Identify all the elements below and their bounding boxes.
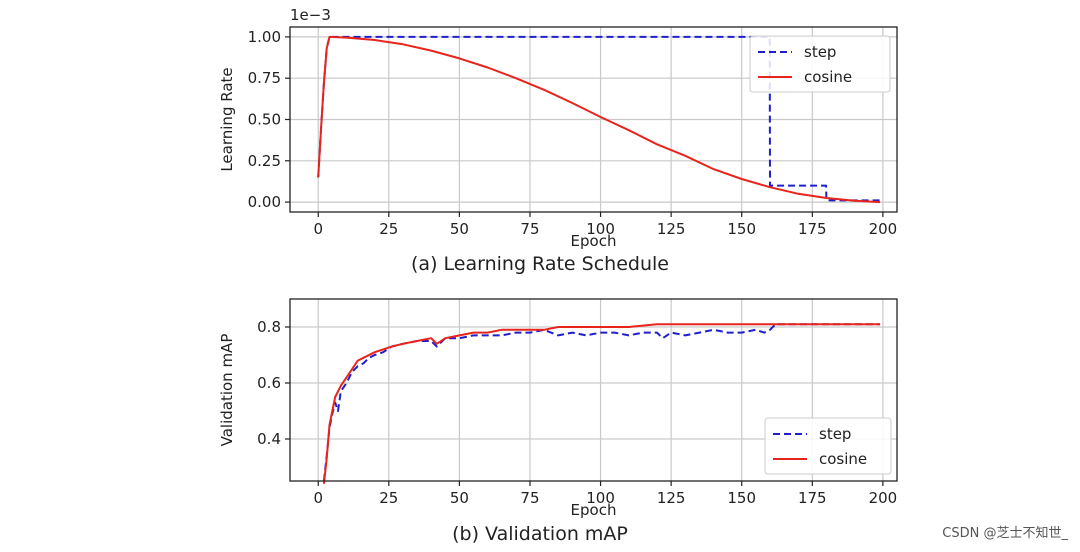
chart-b-axes-frame [289,298,898,482]
chart-a-ytick-label: 0.25 [248,152,281,170]
watermark: CSDN @芝士不知世_ [942,526,1068,541]
chart-a-ylabel: Learning Rate [218,67,236,171]
chart-b-xtick-label: 75 [520,489,539,507]
chart-b-xlabel: Epoch [571,501,617,519]
chart-b-legend-label-cosine: cosine [819,450,867,468]
chart-a-xtick-label: 150 [727,220,756,238]
chart-a-legend-label-step: step [804,43,836,61]
chart-a-xtick-label: 200 [869,220,898,238]
chart-b-legend-label-step: step [819,425,851,443]
chart-a-xtick-label: 50 [450,220,469,238]
chart-b-series-step [322,323,881,482]
chart-a-ytick-label: 1.00 [248,28,281,46]
chart-a-ytick-label: 0.50 [248,111,281,129]
chart-a-title: (a) Learning Rate Schedule [411,253,669,275]
chart-b-ylabel: Validation mAP [218,334,236,447]
chart-a-xtick-label: 100 [586,220,615,238]
chart-a-series-cosine [317,35,881,204]
chart-a-xtick-label: 125 [657,220,686,238]
chart-b-xtick-label: 150 [727,489,756,507]
chart-a-ytick-label: 0.75 [248,69,281,87]
chart-a-yscale-label: 1e−3 [290,6,331,24]
chart-a-xtick-label: 175 [798,220,827,238]
chart-b-ytick-label: 0.8 [257,318,281,336]
chart-b-xtick-label: 25 [379,489,398,507]
chart-a-xtick-label: 25 [379,220,398,238]
chart-a-legend-label-cosine: cosine [804,68,852,86]
chart-b-xtick-label: 0 [313,489,323,507]
chart-b-xtick-label: 175 [798,489,827,507]
chart-b-ytick-label: 0.6 [257,374,281,392]
chart-b-xtick-label: 50 [450,489,469,507]
chart-b-title: (b) Validation mAP [452,523,628,545]
chart-a-ytick-label: 0.00 [248,193,281,211]
chart-b-xtick-label: 200 [869,489,898,507]
chart-a-xtick-label: 0 [313,220,323,238]
chart-a-xtick-label: 75 [520,220,539,238]
chart-b-xtick-label: 125 [657,489,686,507]
chart-a-xlabel: Epoch [571,232,617,250]
chart-b-series-cosine [322,323,881,484]
chart-b-xtick-label: 100 [586,489,615,507]
chart-b-ytick-label: 0.4 [257,430,281,448]
